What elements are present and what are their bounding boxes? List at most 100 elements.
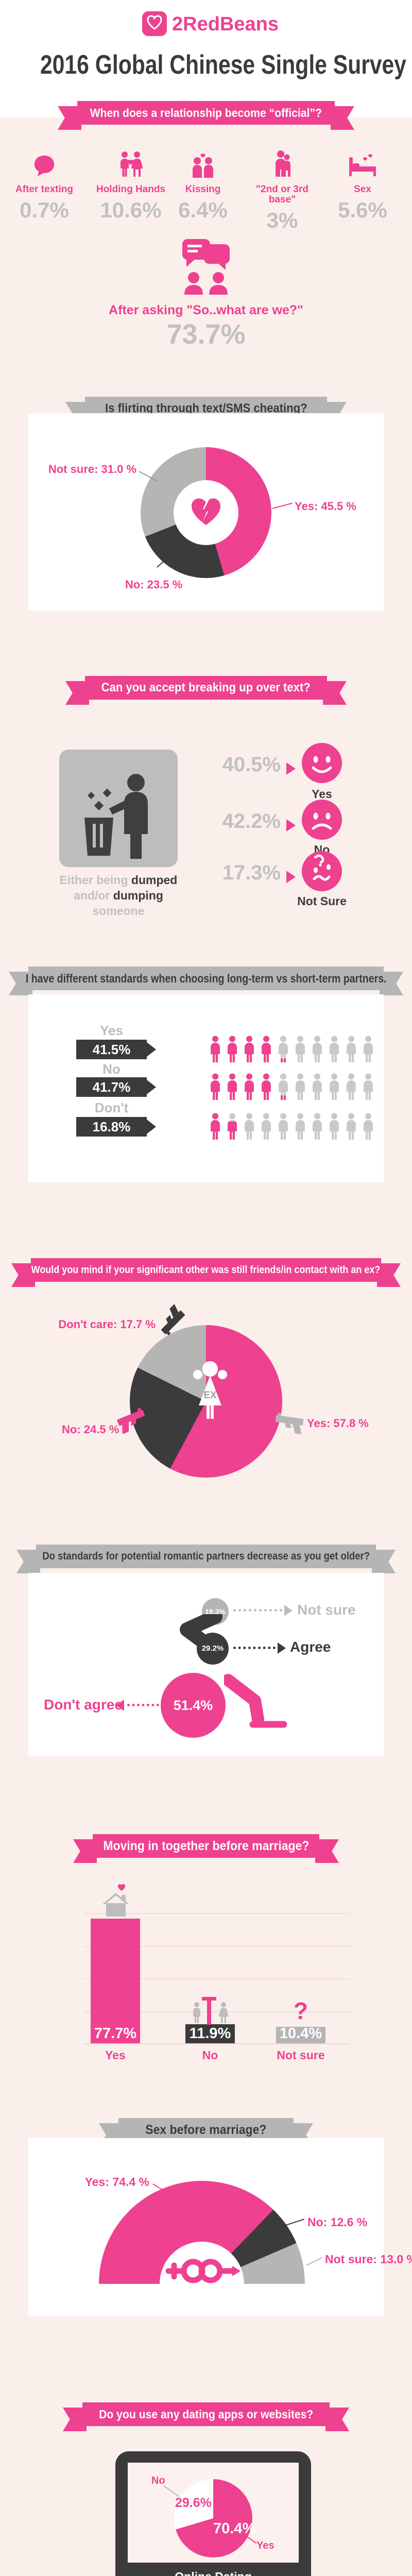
header-background (0, 0, 412, 117)
brand-logo (142, 11, 167, 36)
caption-part: dumping (113, 888, 163, 902)
arrow-right-icon (286, 871, 296, 883)
apps-label-no: No (151, 2475, 165, 2486)
person-icon (345, 1113, 358, 1140)
stat-2nd-3rd-base: "2nd or 3rd base" 3% (244, 150, 321, 233)
banner-dating-apps: Do you use any dating apps or websites? (63, 2402, 349, 2431)
apps-no-value: 29.6% (175, 2496, 212, 2510)
person-icon (226, 1113, 239, 1140)
banner-official-text: When does a relationship become “officia… (90, 106, 322, 120)
banner-age-standards-text: Do standards for potential romantic part… (42, 1550, 370, 1562)
person-icon (209, 1113, 222, 1140)
wheelchair-leg-shape (222, 1674, 296, 1733)
page-title-text: 2016 Global Chinese Single Survey (40, 50, 406, 80)
banner-breakup-text: Can you accept breaking up over text? (101, 681, 311, 694)
arrow-left-icon (116, 1700, 124, 1711)
banner-flirting-text: Is flirting through text/SMS cheating? (105, 401, 307, 415)
person-icon (260, 1113, 273, 1140)
moving-in-bar-chart: 77.7% 11.9% 10.4% (0, 1886, 412, 2043)
arrow-right-icon (286, 762, 296, 775)
stat-label: Holding Hands (96, 184, 166, 195)
person-icon (277, 1036, 290, 1062)
bubble-dont-agree: 51.4% (161, 1673, 226, 1738)
ex-center-text: EX (203, 1390, 217, 1401)
page-title: 2016 Global Chinese Single Survey (0, 49, 412, 80)
standards-dontknow-value-box: 16.8% (76, 1117, 147, 1137)
dumping-illustration (59, 750, 178, 867)
monitor-label: Online Dating (115, 2570, 311, 2576)
leader-line (272, 502, 293, 509)
stat-value: 0.7% (20, 197, 69, 222)
banner-ex-contact-text: Would you mind if your significant other… (31, 1264, 381, 1276)
chat-bubble-icon (32, 154, 56, 180)
bed-icon (348, 153, 377, 180)
bar-yes-value: 77.7% (94, 2025, 137, 2042)
two-people-chat-icon (180, 237, 232, 297)
person-icon (277, 1113, 290, 1140)
standards-no-label: No (102, 1061, 121, 1077)
sbm-label-yes: Yes: 74.4 % (84, 2175, 149, 2189)
stat-label: After texting (15, 184, 73, 195)
stat-label: Sex (354, 184, 371, 195)
person-icon (243, 1036, 256, 1062)
banner-age-standards: Do standards for potential romantic part… (16, 1545, 396, 1573)
age-label-not-sure: Not sure (297, 1602, 356, 1618)
dotted-leader (233, 1647, 276, 1649)
sbm-card: Yes: 74.4 % No: 12.6 % Not sure: 13.0 % (28, 2138, 412, 2316)
age-standards-card: 19.3% Not sure 29.2% Agree 51.4% Don't a… (28, 1573, 384, 1756)
gun-icon-gray (270, 1411, 305, 1438)
standards-yes-label: Yes (100, 1023, 123, 1038)
person-icon (209, 1073, 222, 1100)
apps-yes-value: 70.4% (213, 2520, 256, 2537)
gridline (84, 1913, 350, 1914)
person-icon (311, 1073, 324, 1100)
person-icon (311, 1113, 324, 1140)
caption-part: and/or (74, 888, 113, 902)
flirting-card: Not sure: 31.0 % Yes: 45.5 % No: 23.5 % (28, 413, 384, 611)
followup-value: 73.7% (166, 319, 246, 350)
stat-value: 3% (266, 208, 298, 232)
person-icon (362, 1073, 375, 1100)
dumping-caption: Either being dumped and/or dumping someo… (49, 873, 188, 919)
arrow-right-icon (147, 1080, 156, 1094)
bar-not-sure-value: 10.4% (279, 2025, 322, 2042)
dotted-leader (127, 1704, 159, 1706)
standards-no-value-box: 41.7% (76, 1077, 147, 1097)
followup-caption: After asking "So..what are we?" (109, 303, 303, 317)
age-label-agree: Agree (290, 1639, 331, 1655)
arrow-right-icon (286, 819, 296, 832)
person-icon (362, 1036, 375, 1062)
bar-label-not-sure: Not sure (277, 2048, 325, 2062)
divider-icon (207, 1997, 211, 2025)
separated-couple-icon (185, 2002, 235, 2026)
person-icon (362, 1113, 375, 1140)
bar-no-value: 11.9% (189, 2025, 231, 2042)
breakup-yes-label: Yes (312, 787, 332, 801)
stat-value: 10.6% (100, 197, 162, 222)
smiley-face-icon (302, 743, 342, 786)
heart-logo-icon (146, 14, 163, 33)
house-icon (101, 1891, 131, 1919)
stat-sex: Sex 5.6% (324, 151, 401, 223)
caption-part: Either being (59, 873, 131, 887)
breakup-no-value: 42.2% (222, 810, 281, 833)
person-icon (345, 1073, 358, 1100)
gridline (84, 2011, 350, 2012)
standards-card: Yes 41.5% No 41.7% Don't know 16.8% (28, 994, 384, 1182)
arrow-right-icon (147, 1120, 156, 1134)
person-icon (260, 1036, 273, 1062)
sbm-label-no: No: 12.6 % (307, 2215, 368, 2229)
ex-label-dont-care: Don't care: 17.7 % (58, 1318, 156, 1331)
bubble-agree: 29.2% (197, 1633, 229, 1665)
brand-name: 2RedBeans (172, 13, 279, 35)
sbm-label-not-sure: Not sure: 13.0 % (325, 2252, 412, 2266)
ex-girl-icon (191, 1358, 230, 1426)
bar-not-sure: 10.4% (276, 2025, 325, 2043)
person-icon (243, 1073, 256, 1100)
caption-part: someone (92, 904, 145, 918)
banner-dating-apps-text: Do you use any dating apps or websites? (98, 2407, 314, 2421)
person-icon (311, 1036, 324, 1062)
stat-kissing: Kissing 6.4% (164, 151, 242, 223)
dotted-leader (233, 1609, 282, 1612)
ex-label-no: No: 24.5 % (62, 1423, 119, 1436)
